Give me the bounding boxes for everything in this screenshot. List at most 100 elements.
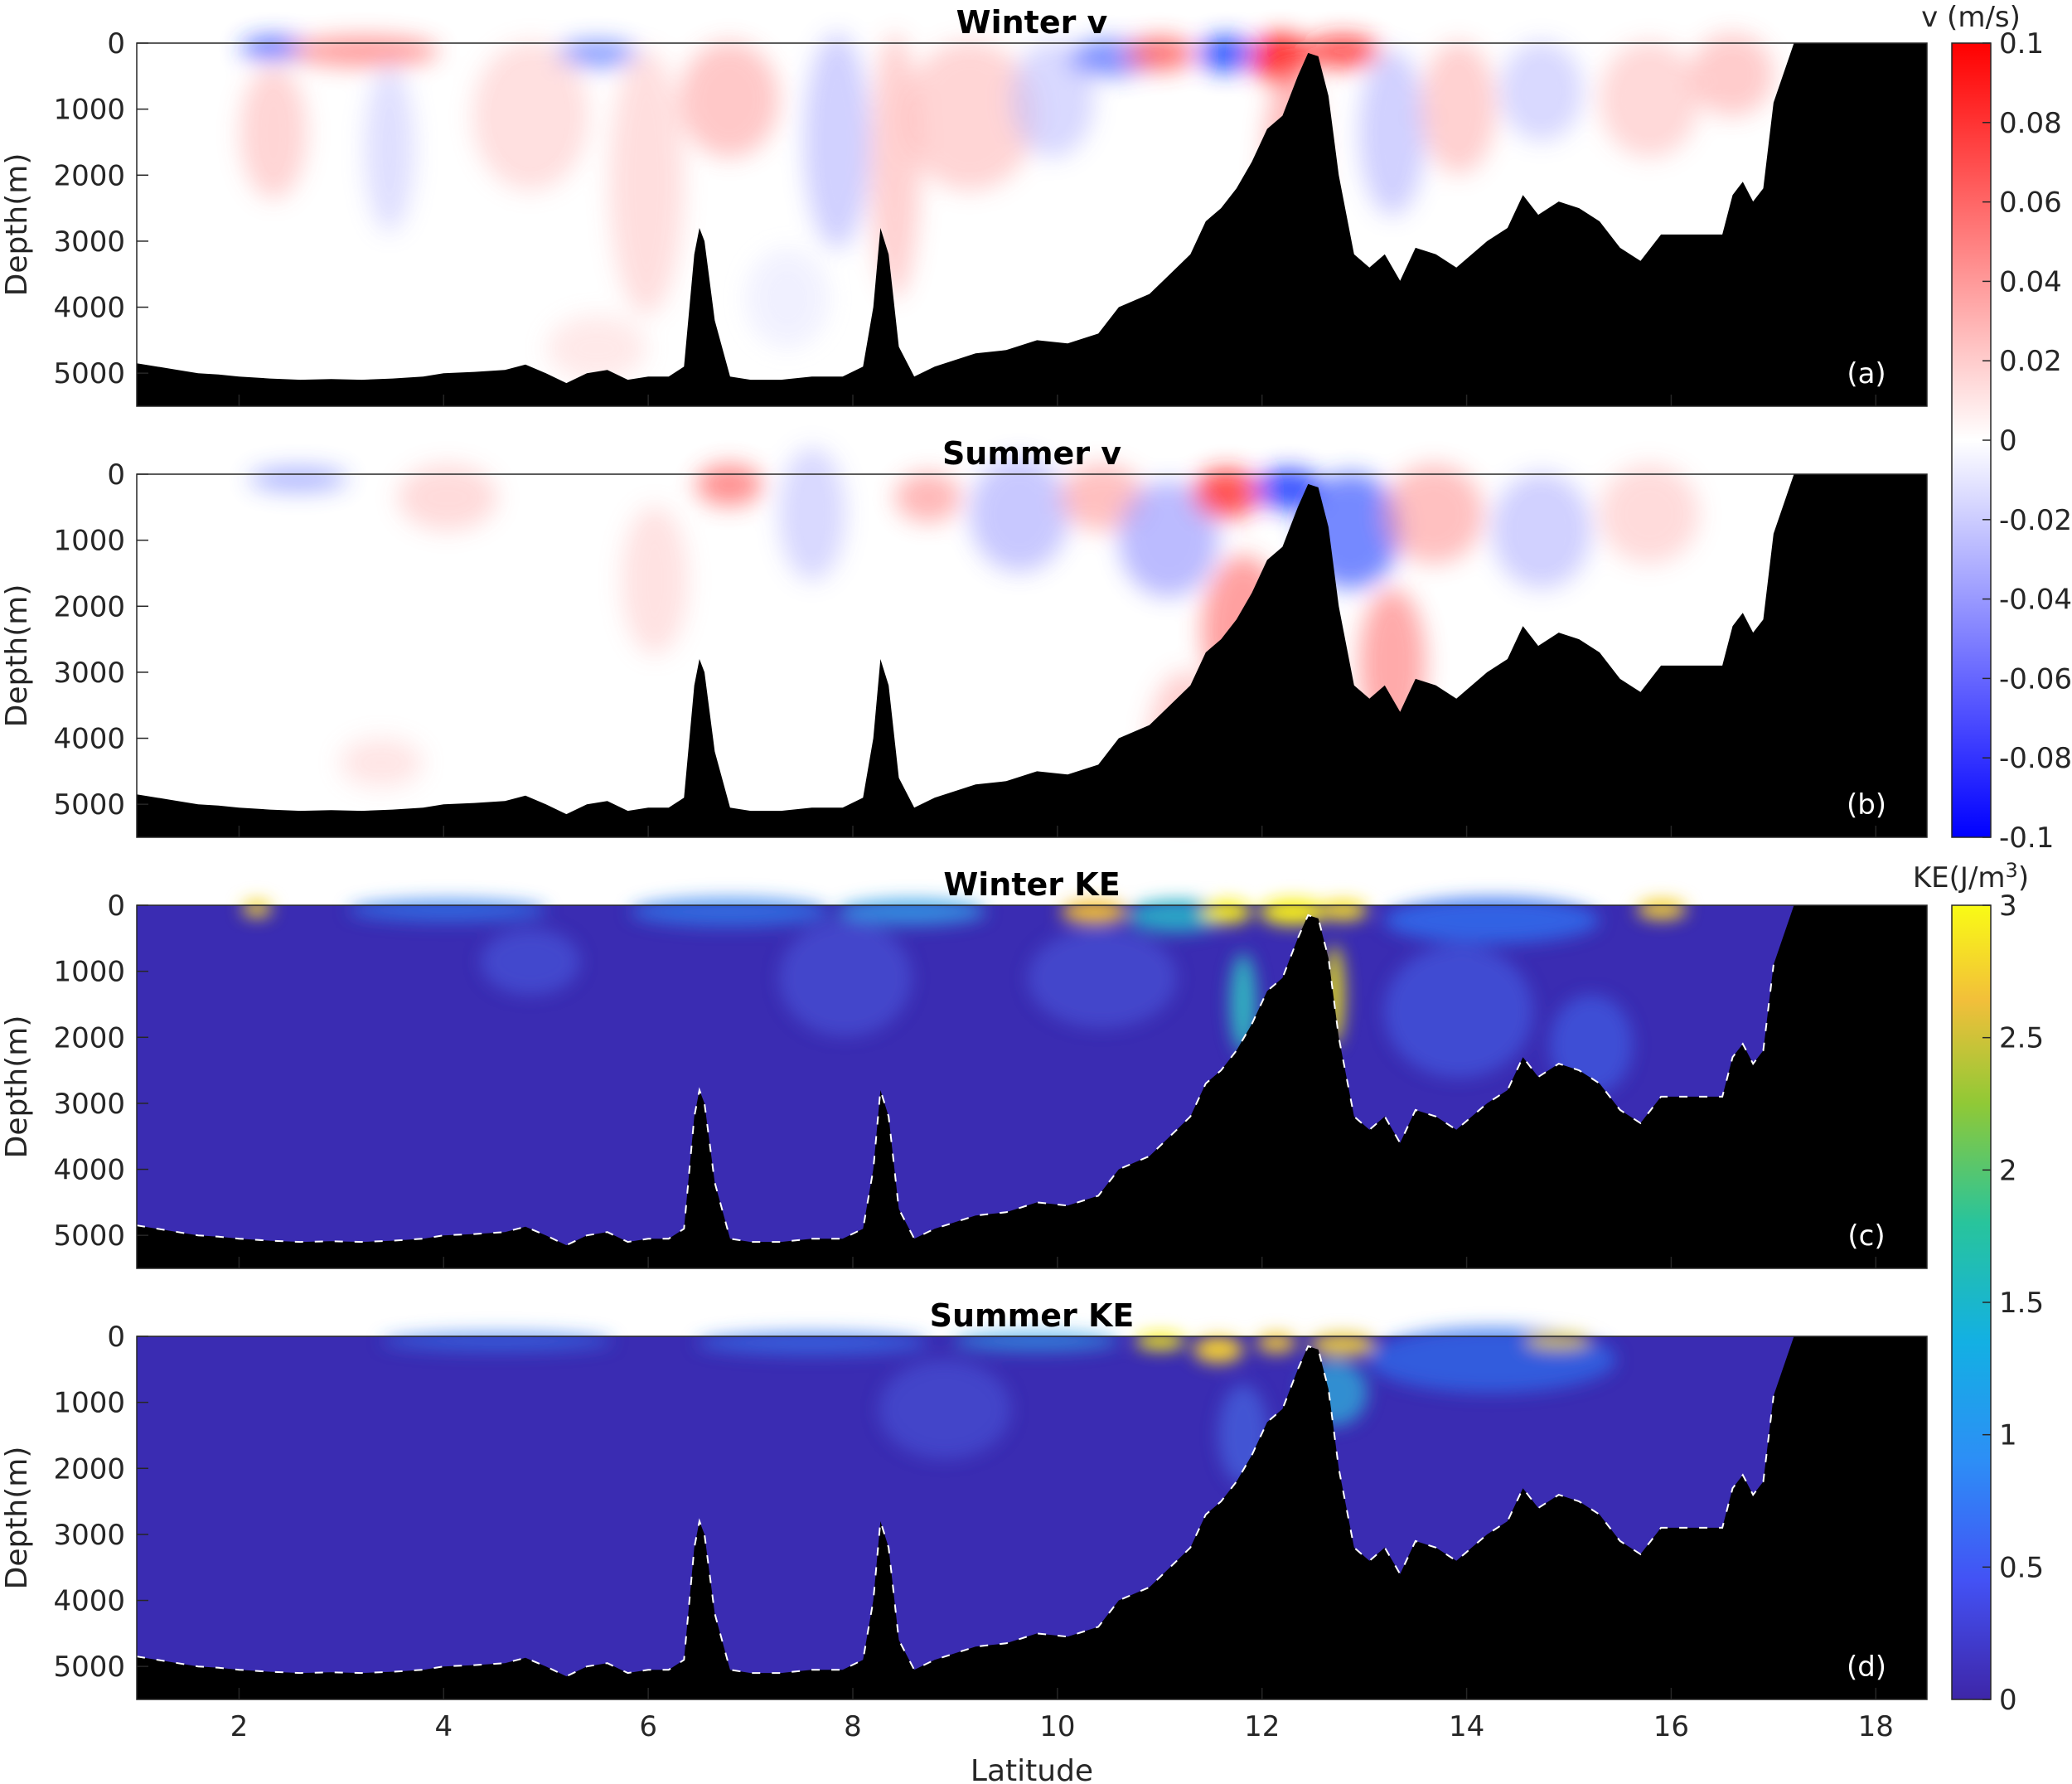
- colorbar-ke-tick-label: 0: [1999, 1684, 2017, 1717]
- ke-patch: [1202, 900, 1251, 924]
- v-patch: [779, 448, 845, 580]
- v-patch: [970, 456, 1069, 572]
- v-patch: [903, 41, 1036, 191]
- ke-patch: [348, 899, 547, 922]
- v-patch: [1492, 473, 1591, 589]
- colorbar-ke-tick-label: 3: [1999, 890, 2017, 923]
- ytick-label: 3000: [53, 657, 125, 690]
- v-patch: [240, 36, 307, 60]
- bathymetry-layer: [136, 43, 1927, 1699]
- ytick-label: 2000: [53, 590, 125, 623]
- colorbar-v-tick-label: -0.1: [1999, 822, 2054, 855]
- ylabel-c: Depth(m): [0, 1016, 34, 1159]
- xlabel: Latitude: [971, 1754, 1093, 1784]
- xtick-label: 4: [434, 1710, 453, 1743]
- ke-patch: [1384, 945, 1533, 1078]
- ke-patch: [1310, 1333, 1376, 1356]
- v-patch: [804, 33, 870, 249]
- colorbar-v-tick-label: -0.02: [1999, 504, 2072, 537]
- v-patch: [472, 41, 588, 191]
- ke-patch: [1318, 900, 1368, 920]
- ytick-label: 5000: [53, 1219, 125, 1253]
- ytick-label: 3000: [53, 225, 125, 259]
- xtick-label: 12: [1244, 1710, 1280, 1743]
- v-patch: [622, 506, 688, 655]
- v-patch: [609, 50, 684, 315]
- ytick-label: 1000: [53, 525, 125, 558]
- xtick-label: 10: [1039, 1710, 1075, 1743]
- colorbar-ke-tick-label: 0.5: [1999, 1551, 2044, 1584]
- title-b: Summer v: [942, 435, 1121, 472]
- v-patch: [1421, 41, 1496, 174]
- ytick-label: 3000: [53, 1088, 125, 1121]
- ytick-label: 4000: [53, 292, 125, 325]
- ytick-label: 2000: [53, 159, 125, 192]
- ke-patch: [1193, 1336, 1243, 1363]
- v-patch: [895, 473, 961, 522]
- panel-a-field: [240, 33, 1774, 381]
- ke-patch: [242, 900, 272, 917]
- v-patch: [680, 41, 779, 158]
- v-patch: [1127, 37, 1193, 70]
- bathymetry-edge-d: [136, 1345, 1774, 1678]
- ytick-label: 4000: [53, 1585, 125, 1618]
- colorbar-ticks: -0.1 -0.08 -0.06 -0.04 -0.02 0 0.02 0.04 0.06 0.0…: [1982, 27, 2072, 1717]
- panel-frame-a: [136, 42, 1928, 407]
- xtick-label: 6: [639, 1710, 657, 1743]
- ylabel-d: Depth(m): [0, 1447, 34, 1590]
- bathymetry-mask-d: [137, 1336, 1927, 1699]
- ke-patch: [1384, 897, 1600, 943]
- ke-patch: [1637, 899, 1687, 919]
- ke-patch: [1028, 928, 1177, 1028]
- colorbar-ke-tick-label: 2.5: [1999, 1022, 2044, 1055]
- v-patch: [1359, 50, 1426, 216]
- ytick-label: 0: [107, 890, 125, 923]
- ke-patch: [1061, 900, 1127, 924]
- panel-frame-c: [136, 904, 1928, 1269]
- ke-patch: [1256, 1333, 1296, 1353]
- colorbar-ke-tick-label: 2: [1999, 1154, 2017, 1187]
- colorbar-v-tick-label: 0.1: [1999, 27, 2044, 61]
- bathymetry-mask-a: [137, 43, 1927, 406]
- v-patch: [1691, 33, 1774, 116]
- title-c: Winter KE: [943, 866, 1120, 903]
- xtick-label: 14: [1449, 1710, 1484, 1743]
- ytick-label: 1000: [53, 956, 125, 989]
- v-patch: [1119, 481, 1218, 597]
- v-patch: [1193, 468, 1260, 518]
- panel-frame-d: [136, 1336, 1928, 1700]
- ytick-label: 1000: [53, 1387, 125, 1420]
- panel-label-b: (b): [1847, 788, 1886, 822]
- v-patch: [398, 464, 497, 531]
- ke-patch: [481, 928, 580, 995]
- v-patch: [1011, 41, 1094, 158]
- ytick-label: 2000: [53, 1452, 125, 1486]
- colorbar-v-tick-label: 0.04: [1999, 265, 2062, 298]
- ytick-label: 5000: [53, 788, 125, 822]
- ylabel-b: Depth(m): [0, 584, 34, 728]
- ytick-label: 5000: [53, 357, 125, 390]
- ytick-label: 4000: [53, 723, 125, 756]
- v-patch: [1384, 464, 1484, 564]
- panel-frame-b: [136, 473, 1928, 838]
- ytick-label: 1000: [53, 94, 125, 127]
- colorbar-v-label: v (m/s): [1921, 1, 2021, 34]
- colorbar-ke-tick-label: 1: [1999, 1419, 2017, 1452]
- panel-label-c: (c): [1847, 1219, 1885, 1253]
- xtick-label: 2: [230, 1710, 249, 1743]
- v-patch: [1600, 464, 1699, 564]
- ke-patch: [1525, 1333, 1591, 1350]
- v-patch: [1600, 41, 1699, 158]
- ke-patch: [953, 1331, 1119, 1351]
- bathymetry-edge-c: [136, 914, 1774, 1247]
- colorbar-v-tick-label: -0.08: [1999, 742, 2072, 775]
- ylabel-a: Depth(m): [0, 153, 34, 297]
- title-d: Summer KE: [930, 1297, 1135, 1334]
- bathymetry-mask-b: [137, 474, 1927, 837]
- ytick-label: 4000: [53, 1154, 125, 1187]
- ytick-label: 5000: [53, 1651, 125, 1684]
- ke-patch: [1135, 1333, 1185, 1350]
- ytick-label: 0: [107, 458, 125, 492]
- v-patch: [365, 66, 414, 232]
